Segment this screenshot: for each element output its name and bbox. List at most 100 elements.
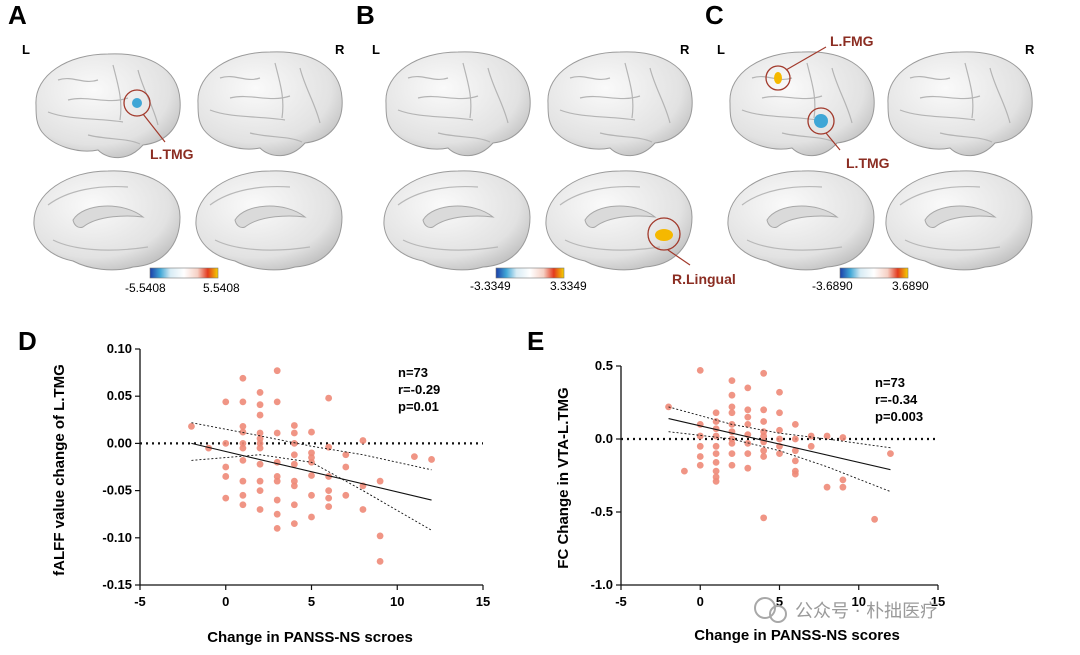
activation-blob [655,229,673,241]
data-point [728,403,736,411]
data-point [728,461,736,469]
brain-medial-left [727,170,875,271]
stat-n: n=73 [875,375,905,390]
left-hemisphere-label: L [717,42,725,57]
data-point [222,398,230,406]
data-point [712,477,720,485]
regression-line [191,442,432,501]
panel-letter-c: C [705,0,724,30]
x-tick-label: 15 [931,594,945,609]
data-point [744,464,752,472]
data-point [744,421,752,428]
data-point [273,510,281,518]
data-point [823,432,831,440]
data-point [222,463,230,471]
data-point [776,426,783,434]
data-point [696,461,704,469]
region-pointer [142,113,166,143]
region-ring [807,107,835,135]
data-point [205,444,213,452]
data-point [222,473,230,480]
left-hemisphere-label: L [372,42,380,57]
region-ring [647,217,681,251]
data-point [256,401,264,409]
data-point [760,369,768,377]
data-point [760,447,768,455]
data-point [273,429,281,437]
x-axis-label: Change in PANSS-NS scroes [207,629,413,646]
data-point [290,520,298,528]
data-point [256,389,264,396]
data-point [359,506,367,513]
data-point [325,473,333,480]
data-point [273,473,281,480]
data-point [239,374,247,382]
data-point [239,444,247,452]
data-point [290,482,298,490]
data-point [696,366,704,374]
x-tick-label: 5 [776,594,783,609]
data-point [744,439,752,447]
brain-medial-left [383,170,531,271]
data-point [342,451,350,459]
data-point [760,432,768,440]
data-point [256,506,264,513]
data-point [776,450,783,457]
y-tick-label: 0.00 [107,435,132,450]
stat-n: n=73 [398,365,428,380]
brain-medial-right [195,170,343,271]
colorbar [495,267,565,279]
colorbar-min: -3.3349 [470,279,511,293]
region-label-l-tmg: L.TMG [846,155,890,171]
data-point [681,467,688,475]
data-point [256,487,264,494]
stats-block: n=73 r=-0.29 p=0.01 [398,365,440,414]
colorbar [149,267,219,279]
data-point [273,524,281,532]
data-point [760,418,768,425]
data-point [290,429,298,437]
x-tick-label: -5 [615,594,627,609]
data-point [807,432,815,440]
y-tick-label: 0.0 [595,431,613,446]
colorbar-min: -5.5408 [125,281,166,295]
region-label-r-lingual: R.Lingual [672,271,736,287]
watermark-text: 公众号 · 朴拙医疗 [795,601,938,622]
data-point [325,394,333,402]
activation-blob [774,72,782,84]
data-point [696,432,704,440]
data-point [744,413,752,421]
data-point [308,491,315,499]
data-point [696,442,704,450]
colorbar [839,267,909,279]
data-point [823,483,831,491]
panel-a: A L R L.TMG -5.5408 5.5408 [8,0,345,295]
panel-letter-e: E [527,326,544,356]
data-point [728,450,736,457]
data-point [239,428,247,436]
data-point [239,501,247,509]
brain-medial-right [545,170,693,271]
data-point [744,384,752,392]
data-point [239,398,247,406]
y-tick-label: 0.05 [107,388,132,403]
brain-medial-left [33,170,181,271]
data-point [308,454,315,461]
data-point [308,428,315,436]
brain-lateral-left [385,51,531,157]
right-hemisphere-label: R [1025,42,1035,57]
watermark: 公众号 · 朴拙医疗 [754,597,938,623]
data-point [273,367,281,375]
data-point [665,403,672,411]
region-label-l-fmg: L.FMG [830,33,874,49]
data-point [696,453,704,460]
data-point [411,453,418,461]
data-point [760,453,768,460]
scatter-plot-d: D fALFF value change of L.TMG Change in … [18,326,490,646]
data-point [760,406,768,414]
region-pointer [667,249,691,266]
y-tick-label: 0.10 [107,341,132,356]
data-point [791,435,799,443]
colorbar-max: 5.5408 [203,281,240,295]
data-point [290,422,298,429]
